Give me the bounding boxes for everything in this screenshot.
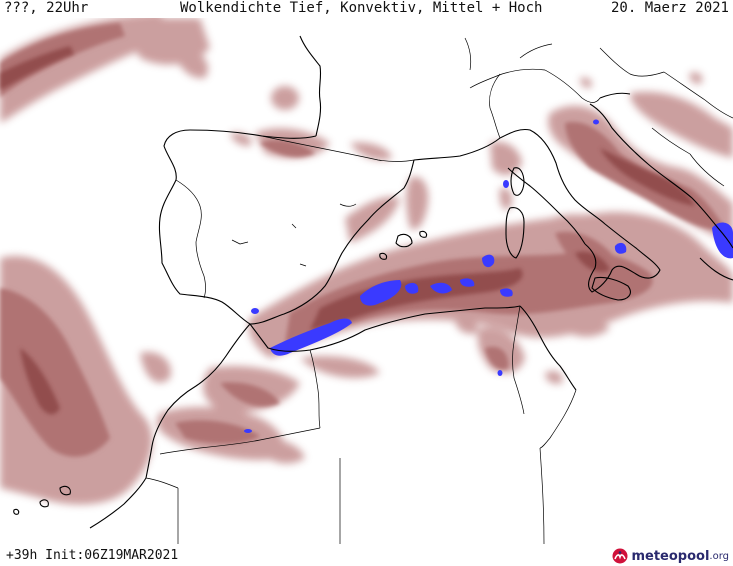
brand-domain: .org	[709, 550, 729, 562]
valid-date-label: 20. Maerz 2021	[610, 0, 729, 16]
brand-name: meteopool	[631, 548, 710, 564]
map-header: ???, 22Uhr Wolkendichte Tief, Konvektiv,…	[0, 0, 733, 18]
cloud-highlight-areas	[244, 119, 733, 433]
meteopool-logo-icon	[612, 548, 628, 564]
map-title: Wolkendichte Tief, Konvektiv, Mittel + H…	[180, 0, 543, 16]
map-footer: +39h Init:06Z19MAR2021 meteopool .org	[0, 544, 733, 566]
country-borders	[145, 37, 733, 544]
coastlines	[13, 35, 733, 529]
valid-time-label: ???, 22Uhr	[4, 0, 89, 16]
forecast-run-info: +39h Init:06Z19MAR2021	[6, 548, 179, 563]
cloud-density-map	[0, 18, 733, 544]
brand-link[interactable]: meteopool .org	[612, 546, 729, 566]
